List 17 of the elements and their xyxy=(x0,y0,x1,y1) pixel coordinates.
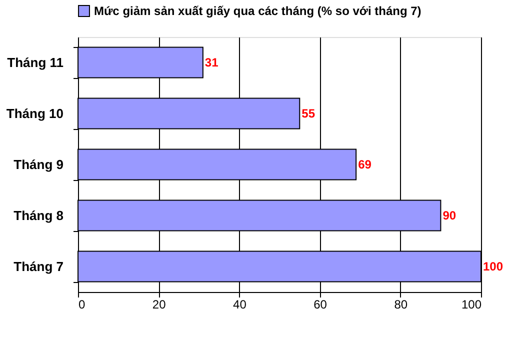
data-label: 55 xyxy=(302,106,316,120)
x-tick-label: 60 xyxy=(314,298,328,312)
y-tick-label: Tháng 10 xyxy=(6,106,64,121)
y-tick-label: Tháng 8 xyxy=(14,208,64,223)
x-tick-label: 80 xyxy=(394,298,408,312)
x-tick-label: 20 xyxy=(152,298,166,312)
x-tick-label: 0 xyxy=(78,298,86,312)
data-label: 69 xyxy=(358,158,372,172)
data-label: 90 xyxy=(442,208,456,222)
data-label: 31 xyxy=(204,56,219,70)
y-tick-label: Tháng 7 xyxy=(14,259,64,274)
data-label: 100 xyxy=(483,260,504,274)
x-tick-label: 100 xyxy=(461,298,482,312)
y-tick-label: Tháng 9 xyxy=(14,157,64,172)
x-tick-label: 40 xyxy=(233,298,247,312)
legend-label: Mức giảm sản xuất giấy qua các tháng (% so với tháng 7) xyxy=(94,4,422,18)
y-tick-label: Tháng 11 xyxy=(7,55,64,70)
